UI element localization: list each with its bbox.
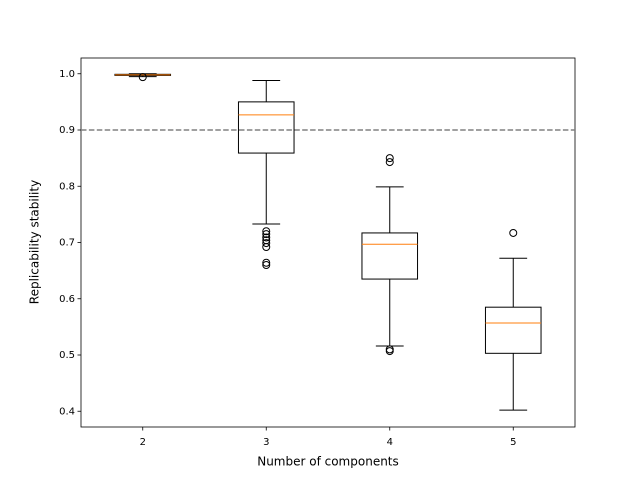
- y-tick-label: 0.9: [59, 125, 75, 136]
- box: [484, 306, 542, 354]
- flier: [262, 233, 271, 242]
- y-tick-label: 0.6: [59, 294, 75, 305]
- y-tick-label: 1.0: [59, 69, 75, 80]
- flier: [262, 239, 271, 248]
- flier: [262, 258, 271, 267]
- x-tick-label: 4: [387, 437, 393, 448]
- y-tick-label: 0.4: [59, 406, 75, 417]
- x-tick-label: 3: [263, 437, 269, 448]
- y-tick-label: 0.8: [59, 181, 75, 192]
- y-axis-label: Replicability stability: [28, 180, 42, 304]
- y-tick-label: 0.7: [59, 238, 75, 249]
- x-tick-label: 2: [140, 437, 146, 448]
- x-tick-label: 5: [510, 437, 516, 448]
- flier: [262, 230, 271, 239]
- box: [237, 101, 295, 154]
- plot-frame: [80, 57, 576, 428]
- flier: [385, 154, 394, 163]
- flier: [385, 347, 394, 356]
- x-axis-label: Number of components: [257, 455, 399, 469]
- flier: [138, 73, 147, 82]
- y-tick-label: 0.5: [59, 350, 75, 361]
- flier: [262, 227, 271, 236]
- flier: [262, 243, 271, 251]
- flier: [262, 261, 271, 269]
- flier: [509, 228, 518, 237]
- box: [361, 232, 419, 280]
- flier: [385, 158, 394, 167]
- flier: [385, 345, 394, 354]
